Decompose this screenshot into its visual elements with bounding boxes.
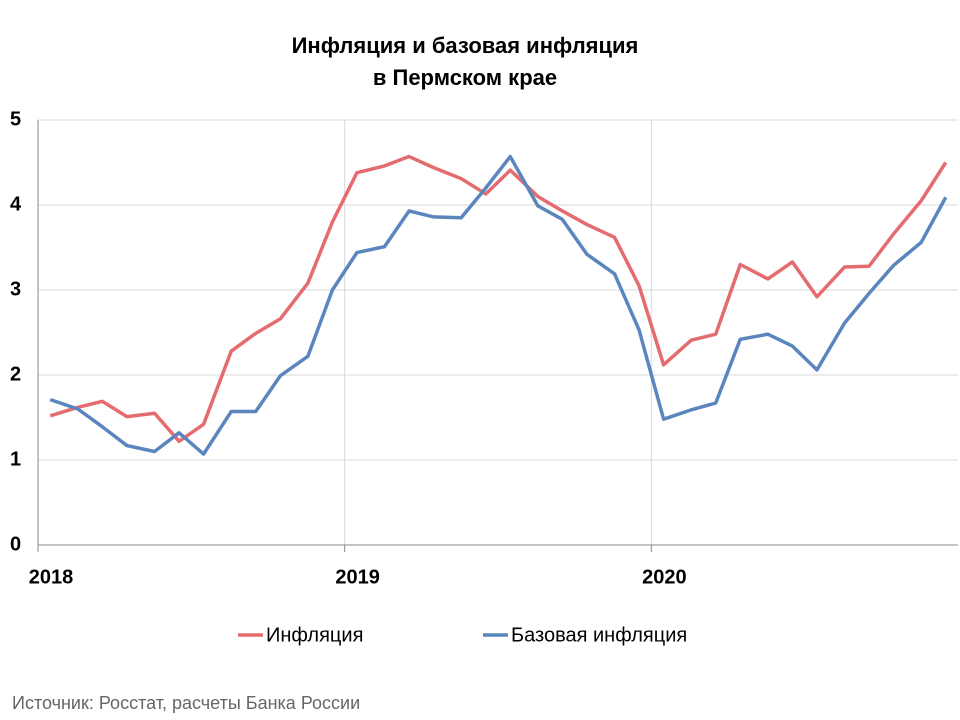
y-tick-label: 3 [10,278,21,300]
y-tick-label: 4 [10,193,22,215]
y-tick-label: 2 [10,363,21,385]
x-tick-label: 2018 [29,566,74,588]
series-line [49,154,948,456]
series-line [49,154,948,444]
y-tick-label: 0 [10,533,21,555]
legend-label: Базовая инфляция [511,624,687,646]
chart-title: Инфляция и базовая инфляция [292,33,639,58]
y-tick-label: 1 [10,448,21,470]
y-tick-label: 5 [10,108,21,130]
x-tick-label: 2019 [335,566,380,588]
x-tick-label: 2020 [642,566,687,588]
source-note: Источник: Росстат, расчеты Банка России [12,693,360,713]
chart-title: в Пермском крае [373,65,557,90]
legend-label: Инфляция [266,624,363,646]
